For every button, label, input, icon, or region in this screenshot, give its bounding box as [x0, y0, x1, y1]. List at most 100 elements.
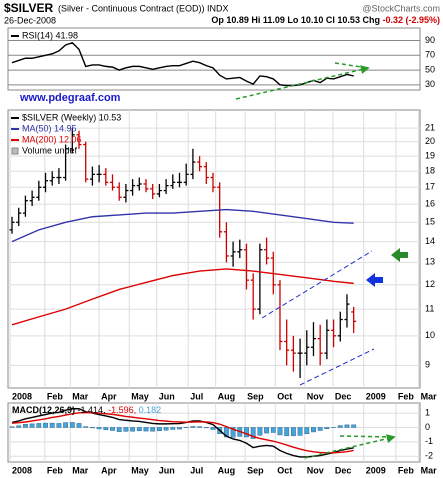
- y-tick-label: 0: [425, 422, 430, 432]
- y-tick-label: -1: [425, 436, 433, 446]
- histogram-bar: [36, 423, 42, 428]
- x-tick-label: Aug: [218, 465, 236, 475]
- histogram-bar: [311, 427, 316, 433]
- y-tick-label: 20: [425, 136, 435, 146]
- y-tick-label: -2: [425, 451, 433, 461]
- date: 26-Dec-2008: [4, 15, 56, 25]
- histogram-bar: [197, 426, 203, 428]
- quote-line: Op 10.89 Hi 11.09 Lo 10.10 Cl 10.53 Chg …: [211, 15, 440, 25]
- series-line: [11, 411, 354, 454]
- panel: [7, 27, 421, 91]
- x-tick-label: Aug: [218, 391, 236, 401]
- y-tick-label: 13: [425, 257, 435, 267]
- y-tick-label: 10: [425, 330, 435, 340]
- change: -0.32 (-2.95%): [382, 15, 440, 25]
- y-tick-label: 70: [425, 50, 435, 60]
- x-tick-label: Mar: [421, 465, 438, 475]
- y-tick-label: 11: [425, 304, 434, 314]
- legend: MACD(12,26,9) -1.414, -1.596, 0.182: [12, 405, 161, 415]
- y-tick-label: 15: [425, 217, 435, 227]
- histogram-bar: [69, 422, 75, 428]
- blue-arrow: [366, 273, 383, 287]
- histogram-bar: [230, 427, 236, 438]
- histogram-bar: [290, 427, 296, 437]
- y-tick-label: 90: [425, 35, 435, 45]
- x-tick-label: Oct: [277, 391, 292, 401]
- histogram-bar: [123, 427, 129, 432]
- annotations: [235, 62, 408, 459]
- y-tick-label: 9: [425, 360, 430, 370]
- legend-entry: RSI(14) 41.98: [22, 30, 78, 40]
- series-line: [11, 268, 354, 326]
- histogram-bar: [284, 427, 290, 437]
- x-tick-label: Jun: [159, 391, 175, 401]
- histogram-bar: [22, 424, 28, 428]
- source: @StockCharts.com: [362, 3, 440, 13]
- y-tick-label: 21: [425, 122, 435, 132]
- y-tick-label: 14: [425, 236, 435, 246]
- x-tick-label: Mar: [421, 391, 438, 401]
- histogram-bar: [304, 427, 310, 435]
- channel-line: [261, 250, 373, 319]
- trend-arrow: [339, 435, 395, 438]
- histogram-bar: [150, 427, 156, 432]
- series-line: [11, 408, 354, 458]
- histogram-bar: [170, 427, 176, 430]
- histogram-bar: [49, 422, 55, 428]
- trend-arrow: [304, 434, 396, 459]
- histogram-bar: [344, 424, 350, 428]
- histogram-bar: [324, 427, 330, 430]
- green-arrow: [391, 248, 408, 262]
- x-tick-label: Jul: [190, 391, 203, 401]
- y-tick-label: 18: [425, 166, 435, 176]
- y-tick-label: 17: [425, 182, 435, 192]
- histogram-bar: [96, 427, 102, 430]
- x-tick-label: Apr: [101, 391, 117, 401]
- x-tick-label: Jul: [190, 465, 203, 475]
- channel-line: [299, 348, 375, 386]
- x-tick-label: 2008: [12, 465, 32, 475]
- watermark: www.pdegraaf.com: [19, 92, 121, 104]
- y-tick-label: 1: [425, 407, 430, 417]
- x-tick-label: Dec: [335, 465, 352, 475]
- legend-entry: MA(200) 12.06: [22, 134, 82, 144]
- quote: Op 10.89 Hi 11.09 Lo 10.10 Cl 10.53 Chg: [211, 15, 380, 25]
- x-tick-label: Oct: [277, 465, 292, 475]
- y-tick-label: 50: [425, 64, 435, 74]
- histogram-bar: [43, 422, 48, 428]
- histogram-bar: [337, 425, 343, 428]
- x-tick-label: Sep: [247, 391, 264, 401]
- x-tick-label: May: [131, 465, 149, 475]
- legend-entry: MA(50) 14.95: [22, 123, 77, 133]
- description: (Silver - Continuous Contract (EOD)) IND…: [58, 3, 229, 13]
- series-line: [11, 41, 354, 87]
- x-tick-label: Apr: [101, 465, 117, 475]
- x-tick-label: Jun: [159, 465, 175, 475]
- y-tick-label: 16: [425, 199, 435, 209]
- legend-entry: $SILVER (Weekly) 10.53: [22, 112, 121, 122]
- legend-label: MACD(12,26,9): [12, 405, 75, 415]
- series-line: [11, 208, 354, 243]
- histogram-bar: [277, 427, 283, 436]
- histogram-bar: [317, 427, 323, 431]
- x-tick-label: 2009: [366, 391, 386, 401]
- histogram-bar: [110, 427, 115, 431]
- histogram-bar: [190, 426, 196, 428]
- legend-entry: -1.414,: [78, 405, 106, 415]
- y-tick-label: 30: [425, 79, 435, 89]
- histogram-bar: [130, 427, 136, 432]
- x-tick-label: Nov: [307, 465, 324, 475]
- legend-note: Volume undef: [22, 145, 78, 155]
- histogram-bar: [250, 427, 256, 439]
- histogram-bar: [297, 427, 303, 436]
- x-tick-label: Sep: [247, 465, 264, 475]
- histogram-bar: [351, 424, 357, 428]
- x-tick-label: Feb: [47, 391, 64, 401]
- y-tick-label: 19: [425, 150, 435, 160]
- histogram-bar: [56, 423, 62, 428]
- histogram-bar: [83, 426, 89, 428]
- histogram-bar: [257, 427, 263, 436]
- x-tick-label: 2008: [12, 391, 32, 401]
- histogram-bar: [156, 427, 162, 432]
